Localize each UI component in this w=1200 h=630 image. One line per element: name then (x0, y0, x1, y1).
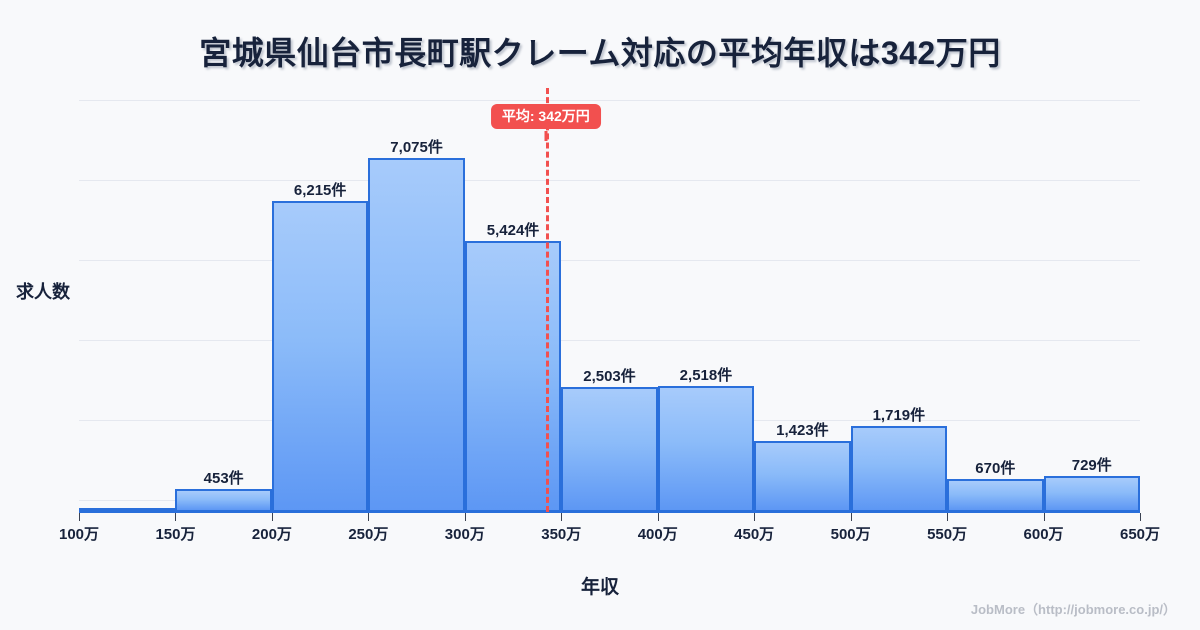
x-axis-tick-label: 150万 (155, 526, 196, 543)
bar-value-label: 453件 (203, 470, 244, 488)
x-axis-tick-label: 600万 (1023, 526, 1064, 543)
x-axis-tick-label: 500万 (830, 526, 871, 543)
bar[interactable] (561, 386, 658, 512)
bar[interactable] (271, 201, 369, 512)
x-axis-tick (947, 513, 949, 521)
gridline (79, 260, 1140, 261)
x-axis-tick (175, 513, 177, 521)
gridline (79, 180, 1140, 181)
gridline (79, 100, 1140, 101)
x-axis-tick-label: 450万 (734, 526, 775, 543)
x-axis-tick-label: 300万 (444, 526, 485, 543)
bar-value-label: 2,503件 (583, 367, 636, 385)
bar-value-label: 1,423件 (776, 421, 829, 439)
footer-credit: JobMore（http://jobmore.co.jp/） (970, 602, 1176, 617)
x-axis-tick (271, 513, 273, 521)
bar[interactable] (368, 158, 465, 512)
bar[interactable] (754, 440, 851, 512)
bar[interactable] (850, 426, 948, 512)
x-axis-tick-label: 650万 (1119, 526, 1161, 543)
bar-value-label: 1,719件 (872, 407, 926, 425)
average-line-stub (544, 131, 548, 141)
average-badge: 平均: 342万円 (490, 104, 601, 130)
bar-value-label: 7,075件 (390, 139, 443, 157)
chart-title: 宮城県仙台市長町駅クレーム対応の平均年収は342万円 (199, 35, 1001, 71)
gridline (79, 340, 1140, 341)
bar-value-label: 5,424件 (486, 221, 540, 239)
bar-value-label: 2,518件 (679, 367, 733, 385)
bar-series (79, 88, 1140, 512)
x-axis-tick (657, 513, 659, 521)
x-axis-tick (79, 513, 80, 521)
average-line (545, 88, 549, 512)
x-axis-tick (368, 513, 370, 521)
bar[interactable] (657, 386, 755, 512)
bar[interactable] (175, 489, 272, 512)
bar-value-label: 729件 (1071, 456, 1112, 474)
plot-area (79, 88, 1140, 513)
x-axis-tick-label: 200万 (251, 526, 292, 543)
x-axis-tick (850, 513, 852, 521)
bar[interactable] (464, 240, 562, 512)
x-axis-tick-label: 250万 (348, 526, 389, 543)
x-axis-tick (1140, 513, 1141, 521)
bar-value-label: 6,215件 (293, 182, 347, 200)
y-axis-title: 求人数 (16, 282, 70, 302)
bar-value-label: 670件 (975, 459, 1016, 477)
x-axis-tick (464, 513, 466, 521)
x-axis-tick-label: 400万 (637, 526, 678, 543)
x-axis-tick-label: 350万 (541, 526, 582, 543)
x-axis-tick-label: 100万 (58, 526, 100, 543)
x-axis-baseline (79, 511, 1140, 513)
x-axis-title: 年収 (580, 577, 619, 598)
x-axis-tick-label: 550万 (927, 526, 968, 543)
x-axis-tick (561, 513, 563, 521)
bar[interactable] (947, 478, 1044, 512)
bar[interactable] (1043, 475, 1140, 512)
x-axis-tick (754, 513, 756, 521)
x-axis-tick (1043, 513, 1045, 521)
x-axis: 100万 150万 200万 250万 300万 350万 400万 450万 500万 550万… (59, 513, 1160, 553)
